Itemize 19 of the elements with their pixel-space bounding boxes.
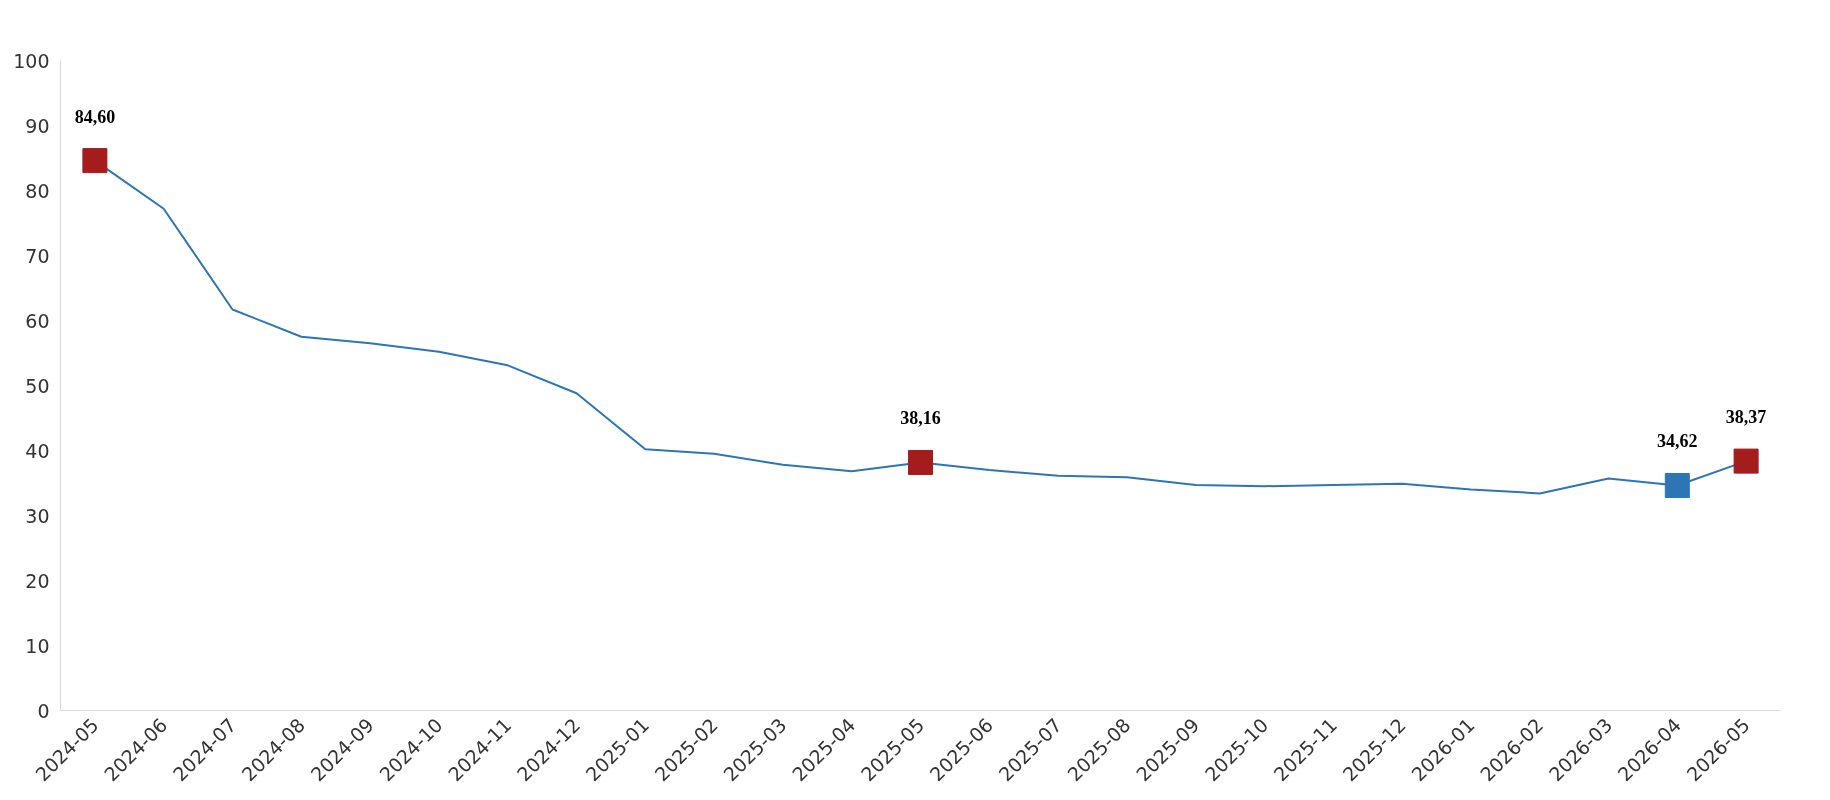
data-label: 84,60 — [74, 106, 116, 127]
y-tick-label: 70 — [25, 244, 50, 267]
y-tick-label: 90 — [25, 114, 50, 137]
y-tick-label: 10 — [25, 634, 50, 657]
point — [1664, 472, 1690, 498]
y-tick-label: 80 — [25, 179, 50, 202]
y-tick-label: 100 — [13, 49, 50, 72]
y-tick-label: 50 — [25, 374, 50, 397]
point — [82, 148, 108, 174]
data-label: 38,16 — [900, 408, 941, 429]
y-tick-label: 60 — [25, 309, 50, 332]
y-tick-label: 0 — [37, 699, 50, 722]
point — [1733, 448, 1759, 474]
y-tick-label: 20 — [25, 569, 50, 592]
y-tick-label: 40 — [25, 439, 50, 462]
data-label: 38,37 — [1725, 407, 1767, 428]
y-tick-label: 30 — [25, 504, 50, 527]
data-label: 34,62 — [1657, 431, 1698, 452]
point — [908, 449, 933, 475]
